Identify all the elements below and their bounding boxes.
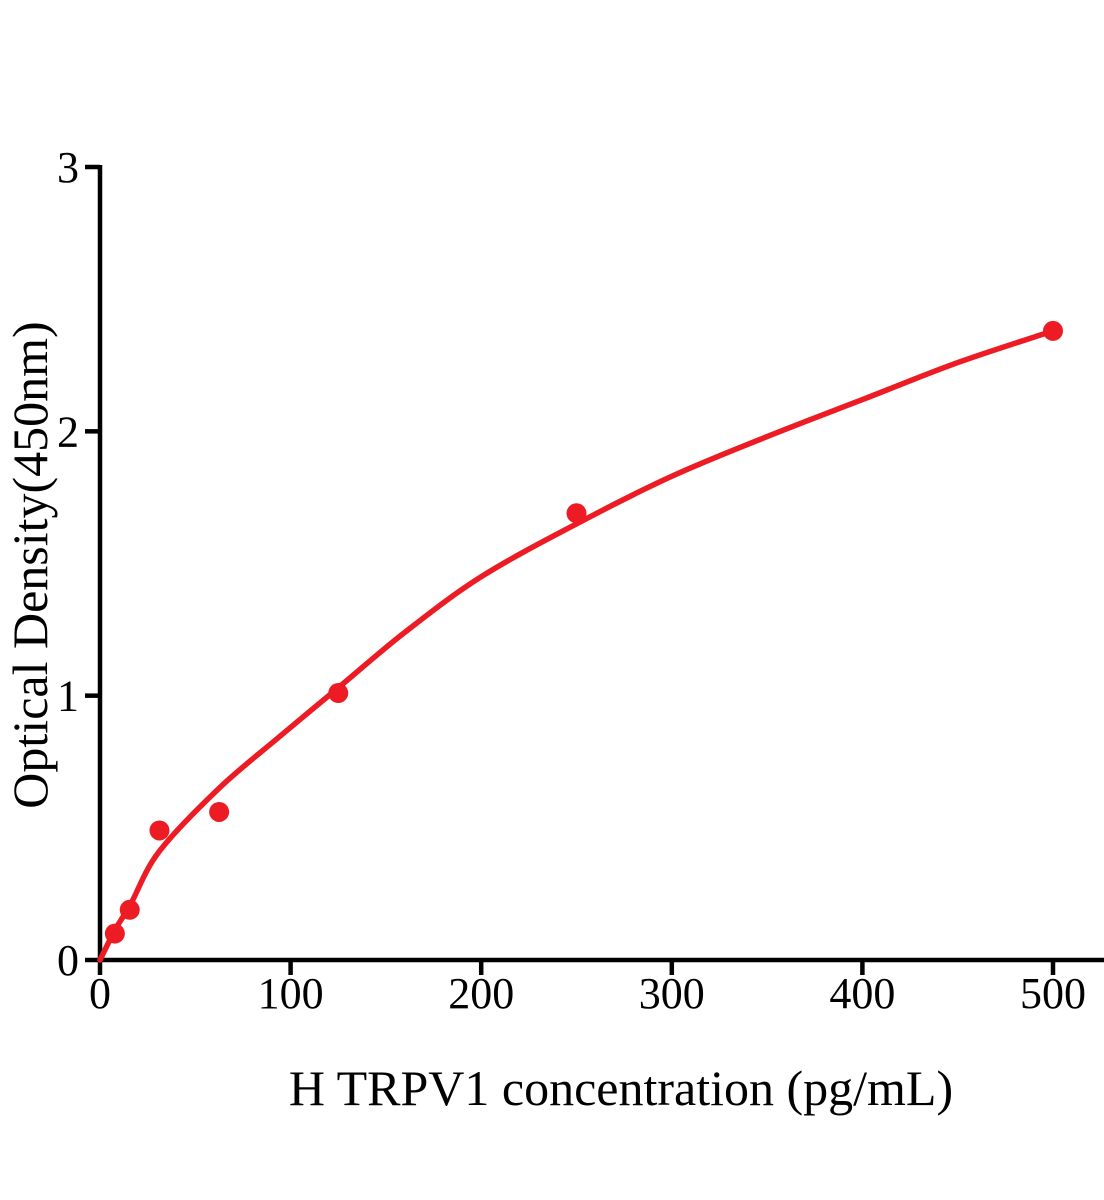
data-point [119, 899, 140, 920]
fit-curve [97, 328, 1056, 963]
x-tick-label: 0 [89, 969, 111, 1018]
y-tick-label: 3 [57, 143, 79, 192]
y-axis-title: Optical Density(450nm) [2, 321, 58, 808]
x-axis-title: H TRPV1 concentration (pg/mL) [289, 1060, 953, 1116]
y-tick-label: 2 [57, 407, 79, 456]
y-tick-label: 0 [57, 936, 79, 985]
data-point [149, 820, 170, 841]
x-tick-label: 100 [258, 969, 324, 1018]
data-point [328, 683, 349, 704]
x-tick-label: 400 [829, 969, 895, 1018]
axes-layer: 0 100 200 300 400 500 0 1 2 3 [57, 143, 1104, 1018]
x-tick-label: 200 [448, 969, 514, 1018]
x-tick-label: 300 [639, 969, 705, 1018]
x-tick-label: 500 [1020, 969, 1086, 1018]
data-point [104, 923, 125, 944]
data-point [1043, 320, 1063, 341]
data-point [209, 801, 230, 822]
y-tick-label: 1 [57, 672, 79, 721]
series-layer [97, 320, 1063, 963]
data-point [566, 503, 587, 524]
